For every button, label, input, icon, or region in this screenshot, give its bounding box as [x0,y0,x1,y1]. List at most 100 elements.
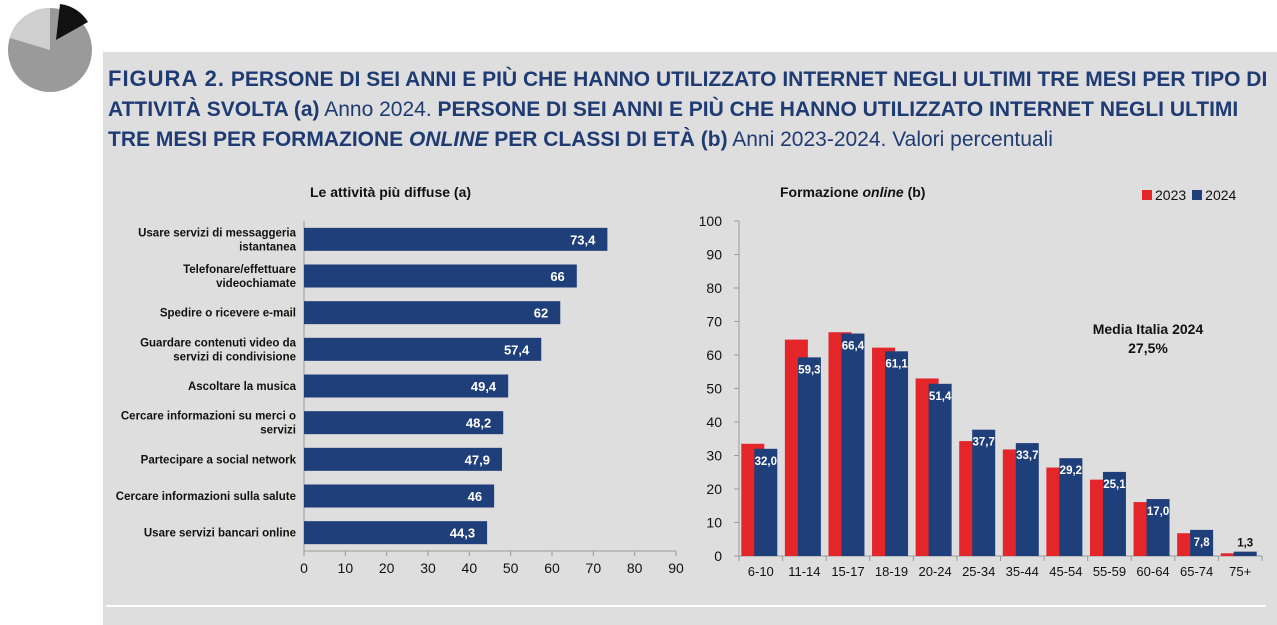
bar-value-label: 48,2 [466,416,491,431]
y-tick-label: 40 [706,414,722,430]
bar-value-label: 66 [550,269,564,284]
x-category-label: 55-59 [1093,564,1126,579]
pie-logo-icon [8,4,92,92]
chart-a-title: Le attività più diffuse (a) [310,184,472,200]
legend-item-2023: 2023 [1142,187,1186,203]
category-label: servizi [260,425,296,437]
x-tick-label: 70 [586,560,602,576]
x-tick-label: 0 [300,560,308,576]
bar-value-label: 46 [468,489,482,504]
x-tick-label: 60 [544,560,560,576]
category-label: Cercare informazioni su merci o [121,411,296,423]
y-tick-label: 80 [706,280,722,296]
x-category-label: 18-19 [875,564,908,579]
bar-2023 [1220,553,1244,556]
y-tick-label: 20 [706,481,722,497]
bar-value-label: 59,3 [798,364,820,376]
x-tick-label: 10 [338,560,354,576]
x-category-label: 11-14 [788,564,820,579]
title-part2-end: PER CLASSI DI ETÀ (b) [494,128,728,151]
bar-2024 [1102,471,1126,556]
bar-value-label: 47,9 [465,452,490,467]
y-tick-label: 10 [706,515,722,531]
bar-value-label: 7,8 [1194,537,1211,549]
category-label: Guardare contenuti video da [140,337,297,349]
x-category-label: 60-64 [1136,564,1169,579]
title-part1-year: Anno 2024. [324,98,432,121]
x-category-label: 15-17 [831,564,864,579]
x-tick-label: 20 [379,560,395,576]
bar-value-label: 44,3 [450,526,475,541]
chart-b-title: Formazione online (b) [780,184,926,200]
bar-value-label: 51,4 [929,391,952,403]
bar-value-label: 29,2 [1060,465,1082,477]
bar-value-label: 57,4 [504,342,530,357]
bar [304,447,502,471]
bottom-divider [106,605,1266,607]
bar-value-label: 61,1 [885,358,908,370]
bar-value-label: 66,4 [842,341,865,353]
category-label: istantanea [239,241,296,253]
average-value: 27,5% [1128,340,1168,356]
figure-label: FIGURA 2. [108,66,225,91]
bar-2024 [972,429,996,556]
bar-value-label: 37,7 [973,437,995,449]
title-part1: PERSONE DI SEI ANNI E PIÙ CHE HANNO UTIL… [108,68,1268,121]
x-tick-label: 80 [627,560,643,576]
x-category-label: 45-54 [1049,564,1082,579]
bar [304,484,495,508]
category-label: videochiamate [216,278,296,290]
x-category-label: 6-10 [748,564,774,579]
y-tick-label: 100 [699,213,723,229]
bar-2024 [1015,443,1039,556]
bar-value-label: 1,3 [1237,538,1253,550]
category-label: Usare servizi di messaggeria [138,227,296,239]
bar [304,521,488,545]
figure-title: FIGURA 2. PERSONE DI SEI ANNI E PIÙ CHE … [108,64,1268,155]
legend-swatch-2023 [1142,190,1152,200]
x-category-label: 65-74 [1180,564,1213,579]
bar-2024 [1233,551,1257,556]
bar [304,227,608,251]
average-annotation: Media Italia 2024 27,5% [1068,320,1228,358]
bar-value-label: 73,4 [570,232,596,247]
bar-2024 [885,351,909,556]
y-tick-label: 60 [706,347,722,363]
x-category-label: 35-44 [1006,564,1039,579]
bar-value-label: 25,1 [1103,479,1126,491]
category-label: servizi di condivisione [173,351,296,363]
category-label: Usare servizi bancari online [144,528,296,540]
bar-2024 [841,333,865,556]
bar [304,411,504,435]
bar [304,264,577,288]
bar-2024 [928,383,952,556]
bar-2024 [754,448,778,556]
category-label: Telefonare/effettuare [183,264,296,276]
category-label: Ascoltare la musica [188,381,297,393]
title-part2: PERSONE DI SEI ANNI E PIÙ CHE HANNO UTIL… [108,98,1239,151]
x-tick-label: 40 [462,560,478,576]
title-part2-italic: ONLINE [409,128,489,151]
legend-item-2024: 2024 [1192,187,1236,203]
y-tick-label: 70 [706,314,722,330]
category-label: Partecipare a social network [141,454,297,466]
bar [304,374,509,398]
legend-swatch-2024 [1192,190,1203,200]
x-tick-label: 50 [503,560,519,576]
bar-value-label: 32,0 [755,456,777,468]
bar-2024 [1059,458,1083,556]
x-category-label: 75+ [1229,564,1251,579]
category-label: Cercare informazioni sulla salute [116,491,296,503]
category-label: Spedire o ricevere e-mail [160,308,296,320]
bar-value-label: 17,0 [1147,506,1169,518]
bar-value-label: 49,4 [471,379,497,394]
bar [304,337,542,361]
bar-2024 [797,357,821,556]
title-part2-years: Anni 2023-2024. Valori percentuali [732,128,1053,151]
bar-value-label: 62 [534,306,548,321]
y-tick-label: 50 [706,381,722,397]
y-tick-label: 0 [714,548,722,564]
bar-2024 [1146,499,1170,556]
